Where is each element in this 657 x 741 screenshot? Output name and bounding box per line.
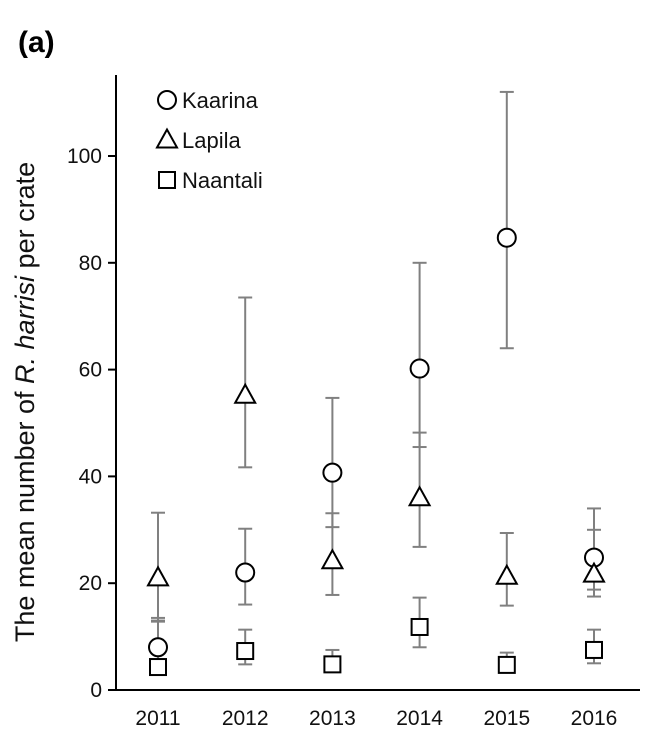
legend-label-naantali: Naantali	[182, 168, 263, 193]
point-kaarina	[322, 462, 343, 483]
x-tick-label: 2012	[222, 707, 269, 730]
point-kaarina	[235, 562, 256, 583]
y-tick-label: 80	[79, 252, 102, 275]
y-axis-title-species: R. harrisi	[10, 275, 40, 384]
y-tick-label: 40	[79, 465, 102, 488]
panel-label: (a)	[18, 26, 55, 59]
data-markers	[146, 227, 606, 677]
y-tick-label: 100	[67, 145, 102, 168]
axes: 0 20 40 60 80 100 2011 2012 2013 2014 2015 2016	[67, 75, 640, 730]
x-tick-label: 2016	[571, 707, 618, 730]
point-naantali	[497, 655, 516, 674]
point-lapila	[233, 382, 257, 404]
point-lapila	[146, 565, 170, 587]
legend-marker-naantali	[158, 171, 176, 189]
y-tick-label: 0	[90, 679, 102, 702]
legend-marker-kaarina	[157, 90, 177, 110]
legend-marker-lapila	[155, 127, 179, 149]
y-axis-title: The mean number of R. harrisi per crate	[10, 162, 40, 642]
point-kaarina	[409, 358, 430, 379]
point-naantali	[323, 655, 342, 674]
y-tick-label: 20	[79, 572, 102, 595]
point-lapila	[582, 561, 606, 583]
point-naantali	[149, 658, 167, 677]
legend-label-kaarina: Kaarina	[182, 88, 259, 113]
point-lapila	[407, 485, 432, 507]
legend: Kaarina Lapila Naantali	[155, 88, 263, 193]
point-naantali	[585, 640, 603, 659]
y-axis-title-part-3: per crate	[10, 162, 40, 276]
point-naantali	[410, 617, 429, 636]
y-axis-title-part-1: The mean number of	[10, 384, 40, 642]
point-naantali	[236, 642, 255, 661]
point-kaarina	[496, 227, 517, 248]
legend-label-lapila: Lapila	[182, 128, 241, 153]
x-tick-label: 2011	[135, 707, 180, 730]
x-tick-label: 2013	[309, 707, 356, 730]
point-lapila	[495, 563, 519, 585]
y-tick-label: 60	[79, 359, 102, 382]
x-tick-label: 2015	[483, 707, 530, 730]
point-lapila	[320, 548, 345, 570]
x-tick-label: 2014	[396, 707, 443, 730]
point-kaarina	[148, 637, 168, 658]
